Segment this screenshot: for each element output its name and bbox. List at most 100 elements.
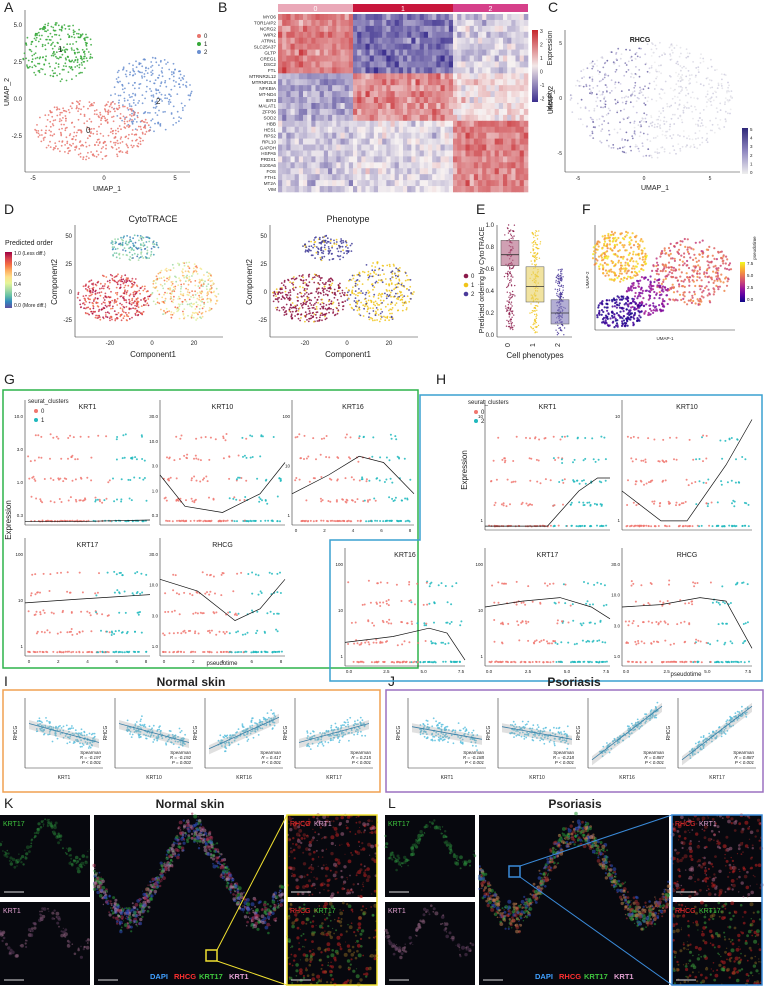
point xyxy=(54,147,56,150)
heat-cell xyxy=(461,55,466,62)
heat-cell xyxy=(444,61,450,68)
point xyxy=(328,303,331,306)
heat-cell xyxy=(461,85,466,92)
point xyxy=(171,263,174,266)
heat-cell xyxy=(448,174,454,181)
point xyxy=(132,99,135,101)
heat-cell xyxy=(428,97,433,104)
heat-cell xyxy=(290,120,295,128)
point xyxy=(38,62,41,65)
heat-cell xyxy=(307,85,312,92)
point xyxy=(196,317,199,320)
heat-cell xyxy=(503,180,508,187)
point xyxy=(94,290,97,293)
point xyxy=(308,312,310,315)
label: HES1 xyxy=(264,127,276,132)
point xyxy=(327,250,330,252)
point xyxy=(287,291,290,294)
point xyxy=(125,299,127,302)
point xyxy=(663,92,666,94)
point xyxy=(185,261,188,264)
point xyxy=(128,119,131,122)
heat-cell xyxy=(365,37,370,44)
point xyxy=(175,280,178,283)
point xyxy=(590,61,593,64)
point xyxy=(59,118,61,120)
heat-cell xyxy=(507,108,512,116)
heat-cell xyxy=(369,114,375,122)
heat-cell xyxy=(336,132,341,139)
point xyxy=(151,292,153,295)
heat-cell xyxy=(378,49,383,56)
heat-cell xyxy=(457,174,462,181)
point xyxy=(593,63,596,65)
point xyxy=(104,117,106,120)
point xyxy=(122,317,125,320)
point xyxy=(317,302,319,304)
heat-cell xyxy=(478,114,483,122)
point xyxy=(117,280,120,282)
point xyxy=(345,241,348,244)
panel-letter: F xyxy=(582,201,591,217)
heat-cell xyxy=(303,108,308,116)
heat-cell xyxy=(419,180,425,187)
heat-cell xyxy=(440,174,445,181)
point xyxy=(198,287,201,289)
point xyxy=(197,34,201,38)
point xyxy=(337,250,340,253)
heat-cell xyxy=(428,138,433,145)
point xyxy=(319,277,322,280)
point xyxy=(126,125,128,127)
point xyxy=(58,34,61,37)
point xyxy=(653,80,656,83)
heat-cell xyxy=(373,43,379,50)
heat-cell xyxy=(469,91,475,98)
heat-cell xyxy=(336,25,341,33)
heat-cell xyxy=(436,14,441,21)
point xyxy=(640,47,642,50)
heat-cell xyxy=(403,67,408,74)
point xyxy=(150,94,153,97)
point xyxy=(331,279,334,282)
point xyxy=(83,53,86,55)
heat-cell xyxy=(473,55,479,62)
point xyxy=(615,51,618,54)
point xyxy=(709,79,711,81)
heat-cell xyxy=(332,31,337,39)
heat-cell xyxy=(419,49,425,56)
heat-cell xyxy=(478,103,483,110)
heat-cell xyxy=(436,138,441,145)
heat-cell xyxy=(319,162,325,169)
point xyxy=(116,80,119,83)
label: GAPDH xyxy=(260,145,276,150)
point xyxy=(619,83,622,85)
point xyxy=(588,76,591,79)
heat-cell xyxy=(486,132,491,139)
point xyxy=(194,284,197,287)
label: 20 xyxy=(386,341,393,347)
point xyxy=(172,117,175,119)
heat-cell xyxy=(469,126,475,133)
heat-cell xyxy=(419,120,425,128)
heat-cell xyxy=(286,97,291,104)
heat-cell xyxy=(461,103,466,110)
point xyxy=(59,131,62,134)
heat-cell xyxy=(357,162,362,169)
point xyxy=(327,241,330,243)
point xyxy=(98,142,101,144)
point xyxy=(643,102,646,105)
heat-cell xyxy=(411,144,416,151)
heat-cell xyxy=(365,174,370,181)
point xyxy=(142,139,144,142)
heat-cell xyxy=(373,19,379,27)
point xyxy=(605,74,607,76)
point xyxy=(312,304,315,307)
point xyxy=(122,68,124,71)
heat-cell xyxy=(428,156,433,163)
heat-cell xyxy=(390,180,395,187)
heat-cell xyxy=(469,144,475,151)
heat-cell xyxy=(357,25,362,33)
point xyxy=(125,291,128,294)
heat-cell xyxy=(423,174,429,181)
heat-cell xyxy=(473,156,479,163)
